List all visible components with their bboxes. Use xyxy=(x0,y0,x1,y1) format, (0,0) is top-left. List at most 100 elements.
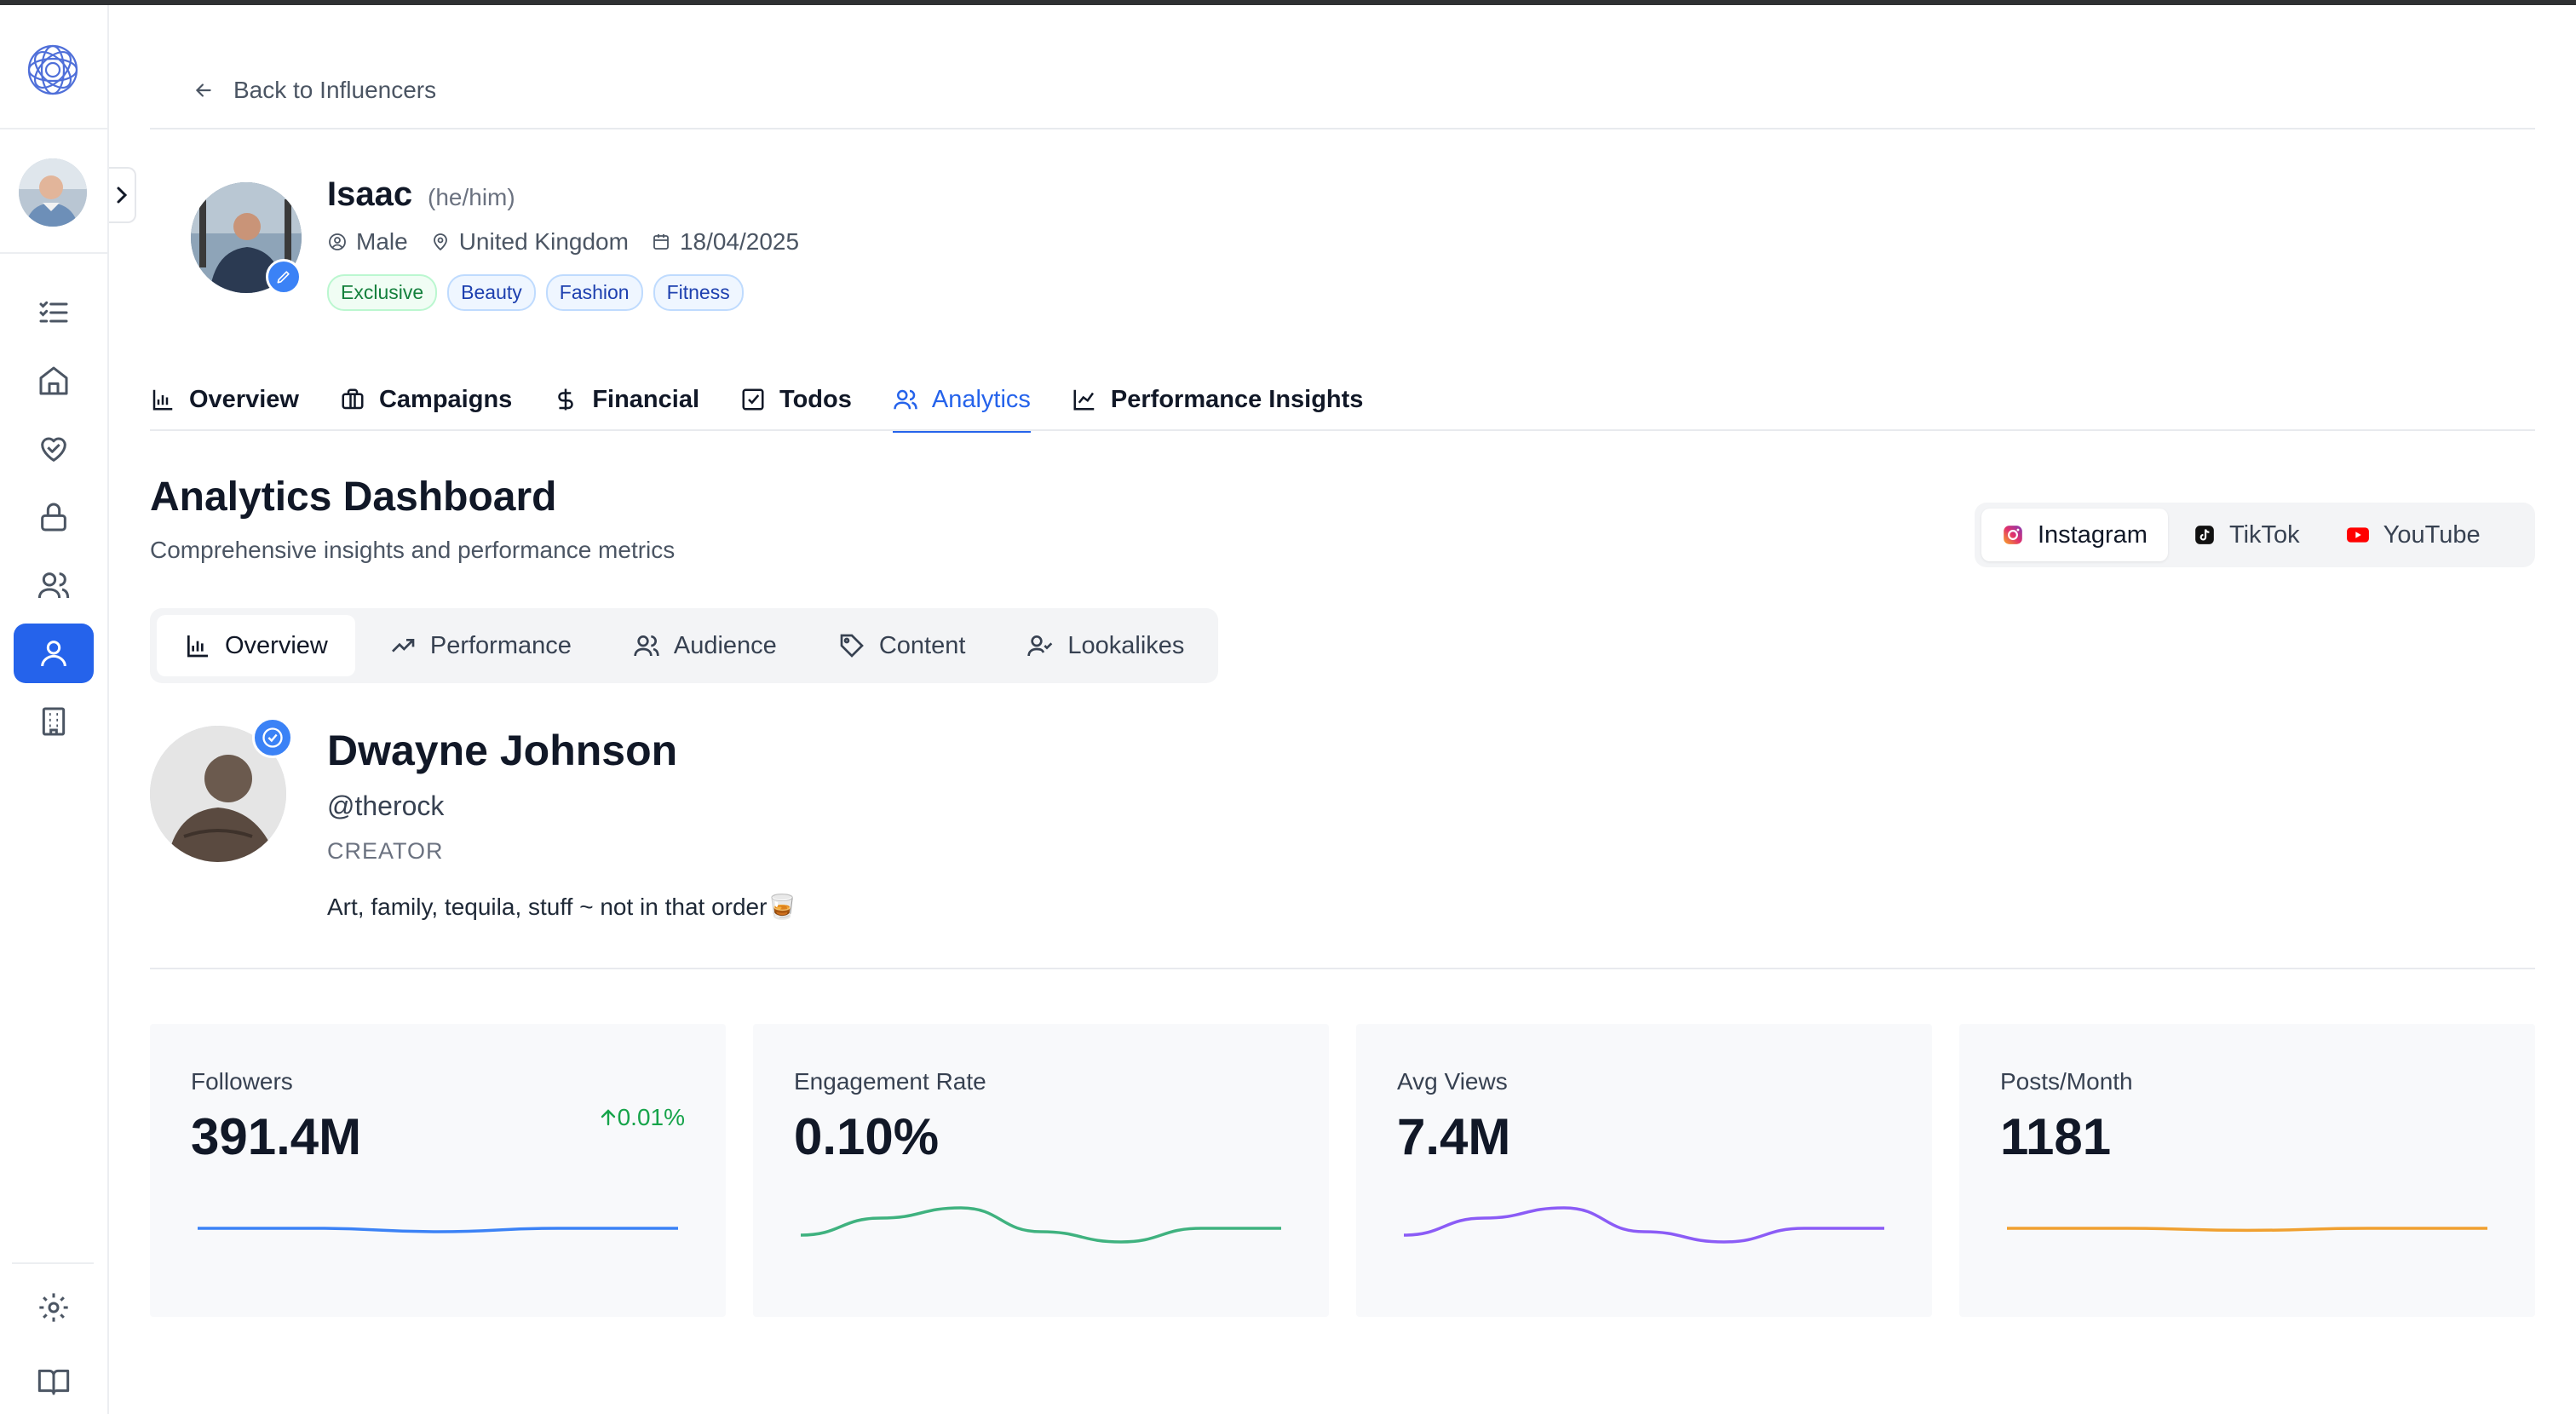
tab-label: Analytics xyxy=(931,385,1031,413)
subtab-content[interactable]: Content xyxy=(811,615,993,676)
followers-sparkline xyxy=(198,1227,678,1233)
lock-icon[interactable] xyxy=(14,487,94,547)
tab-label: Campaigns xyxy=(378,385,513,413)
tab-label: Todos xyxy=(779,385,852,413)
tabs-divider xyxy=(150,429,2535,431)
sparkline-path xyxy=(2007,1227,2487,1233)
tab-campaigns[interactable]: Campaigns xyxy=(340,368,512,431)
bar-chart-icon xyxy=(152,389,173,411)
gender-info: Male xyxy=(327,228,408,256)
tag-fitness: Fitness xyxy=(653,274,744,311)
dashboard-subtitle: Comprehensive insights and performance m… xyxy=(150,537,676,563)
subtab-label: Performance xyxy=(429,631,572,659)
sidebar xyxy=(0,5,109,1414)
stat-value: 391.4M xyxy=(191,1108,362,1165)
list-checks-icon[interactable] xyxy=(14,283,94,342)
gender-label: Male xyxy=(356,228,408,255)
tag-exclusive: Exclusive xyxy=(327,274,438,311)
tab-label: Financial xyxy=(592,385,700,413)
window-top-border xyxy=(0,0,2576,5)
platform-label: Instagram xyxy=(2038,520,2148,549)
arrow-left-icon xyxy=(195,83,211,97)
tag-icon xyxy=(840,634,864,658)
edit-avatar-button[interactable] xyxy=(266,259,302,295)
users-icon xyxy=(894,389,917,410)
platform-instagram[interactable]: Instagram xyxy=(1981,509,2168,561)
tab-financial[interactable]: Financial xyxy=(553,368,699,431)
stat-change-value: 0.01% xyxy=(617,1104,685,1130)
subtab-overview[interactable]: Overview xyxy=(157,615,355,676)
user-avatar[interactable] xyxy=(19,158,87,227)
user-icon[interactable] xyxy=(14,624,94,683)
stat-label: Avg Views xyxy=(1397,1068,1508,1095)
users-icon[interactable] xyxy=(14,555,94,615)
sidebar-divider xyxy=(0,128,107,129)
sparkline-path xyxy=(1404,1206,1884,1244)
stat-label: Engagement Rate xyxy=(794,1068,986,1095)
app-logo-icon[interactable] xyxy=(24,41,82,99)
tab-label: Performance Insights xyxy=(1110,385,1364,413)
stat-change: 0.01% xyxy=(599,1104,685,1131)
settings-icon[interactable] xyxy=(14,1278,94,1337)
user-check-icon xyxy=(1027,635,1053,657)
profile-avatar[interactable] xyxy=(191,182,302,293)
user-circle-icon xyxy=(329,233,346,250)
subtab-performance[interactable]: Performance xyxy=(362,615,599,676)
chevron-right-icon xyxy=(117,187,128,204)
tab-overview[interactable]: Overview xyxy=(150,368,299,431)
profile-tags: Exclusive Beauty Fashion Fitness xyxy=(327,274,744,311)
subtab-label: Audience xyxy=(673,631,777,659)
engagement-sparkline xyxy=(801,1206,1281,1244)
building-icon[interactable] xyxy=(14,692,94,751)
dashboard-title: Analytics Dashboard xyxy=(150,474,557,520)
users-icon xyxy=(634,635,659,657)
handshake-heart-icon[interactable] xyxy=(14,419,94,479)
youtube-icon xyxy=(2346,527,2369,543)
stat-card-engagement-rate: Engagement Rate 0.10% xyxy=(753,1024,1329,1317)
subtab-lookalikes[interactable]: Lookalikes xyxy=(999,615,1211,676)
pencil-icon xyxy=(277,271,290,284)
section-divider xyxy=(150,968,2535,969)
back-link[interactable]: Back to Influencers xyxy=(193,73,436,107)
stat-value: 7.4M xyxy=(1397,1108,1511,1165)
platform-label: TikTok xyxy=(2228,520,2300,549)
platform-youtube[interactable]: YouTube xyxy=(2326,509,2501,561)
platform-label: YouTube xyxy=(2383,520,2481,549)
date-info: 18/04/2025 xyxy=(651,228,799,256)
tab-analytics[interactable]: Analytics xyxy=(892,368,1031,433)
sparkline-path xyxy=(801,1206,1281,1244)
profile-name: Isaac xyxy=(327,175,413,213)
home-icon[interactable] xyxy=(14,351,94,411)
map-pin-icon xyxy=(433,233,447,251)
sidebar-divider xyxy=(0,252,107,254)
tag-beauty: Beauty xyxy=(447,274,536,311)
profile-pronouns: (he/him) xyxy=(428,184,515,210)
tag-fashion: Fashion xyxy=(545,274,643,311)
stat-value: 0.10% xyxy=(794,1108,940,1165)
location-label: United Kingdom xyxy=(458,228,629,255)
subtab-label: Lookalikes xyxy=(1067,631,1185,659)
sidebar-expand-button[interactable] xyxy=(109,167,136,223)
profile-tabs: Overview Campaigns Financial Todos Analy… xyxy=(150,368,1364,433)
book-open-icon[interactable] xyxy=(14,1351,94,1411)
profile-meta: Male United Kingdom 18/04/2025 xyxy=(327,228,799,256)
subtab-audience[interactable]: Audience xyxy=(606,615,804,676)
calendar-icon xyxy=(653,234,669,250)
platform-tiktok[interactable]: TikTok xyxy=(2173,509,2320,561)
divider xyxy=(150,128,2535,129)
sparkline-path xyxy=(198,1227,678,1233)
briefcase-icon xyxy=(342,388,364,410)
creator-handle: @therock xyxy=(327,790,445,821)
avg-views-sparkline xyxy=(1404,1206,1884,1244)
analytics-subtabs: Overview Performance Audience Content Lo… xyxy=(150,608,1219,683)
back-link-label: Back to Influencers xyxy=(233,77,437,103)
stat-value: 1181 xyxy=(2000,1108,2112,1165)
bar-chart-icon xyxy=(187,635,208,658)
tab-todos[interactable]: Todos xyxy=(740,368,852,431)
date-label: 18/04/2025 xyxy=(679,228,800,255)
stat-card-followers: Followers 391.4M 0.01% xyxy=(150,1024,726,1317)
location-info: United Kingdom xyxy=(430,228,629,256)
tab-performance-insights[interactable]: Performance Insights xyxy=(1072,368,1364,431)
platform-switcher: Instagram TikTok YouTube xyxy=(1975,503,2535,567)
verified-badge-icon xyxy=(252,717,293,758)
